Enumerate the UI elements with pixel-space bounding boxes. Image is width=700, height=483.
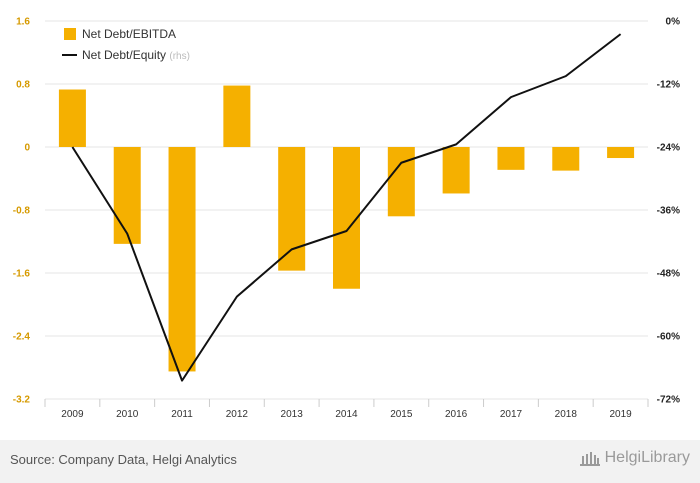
left-axis-tick-label: 0.8 xyxy=(16,80,30,91)
right-axis-tick-label: -12% xyxy=(657,80,680,91)
library-building-icon xyxy=(579,452,600,466)
bar-net-debt-ebitda xyxy=(387,147,415,217)
legend-swatch-bar xyxy=(64,28,76,40)
legend-label-line: Net Debt/Equity (rhs) xyxy=(82,48,190,62)
x-axis-tick-label: 2019 xyxy=(609,409,632,420)
brand-logo: HelgiLibrary xyxy=(579,449,690,467)
left-axis-tick-label: 1.6 xyxy=(16,17,30,28)
right-axis-tick-label: -36% xyxy=(657,206,680,217)
right-axis-tick-label: -24% xyxy=(657,143,680,154)
bar-net-debt-ebitda xyxy=(168,147,196,372)
right-axis-tick-label: -72% xyxy=(657,395,680,406)
x-axis-tick-label: 2013 xyxy=(281,409,304,420)
left-axis-tick-label: 0 xyxy=(24,143,30,154)
bar-net-debt-ebitda xyxy=(497,147,525,170)
bar-net-debt-ebitda xyxy=(278,147,306,271)
brand-name: HelgiLibrary xyxy=(604,449,690,466)
right-axis-tick-label: 0% xyxy=(666,17,681,28)
bar-net-debt-ebitda xyxy=(58,89,86,147)
footer: Source: Company Data, Helgi Analytics He… xyxy=(0,440,700,483)
right-axis-tick-label: -60% xyxy=(657,332,680,343)
left-axis-tick-label: -1.6 xyxy=(13,269,31,280)
chart: 1.6 0.8 0 -0.8 -1.6 -2.4 -3.2 0% -12% -24% -36% -48… xyxy=(13,17,681,421)
x-axis-tick-label: 2014 xyxy=(335,409,358,420)
x-axis-tick-label: 2011 xyxy=(171,409,193,420)
right-axis-tick-label: -48% xyxy=(657,269,680,280)
left-axis-tick-label: -3.2 xyxy=(13,395,31,406)
line-net-debt-equity xyxy=(71,33,622,382)
bar-net-debt-ebitda xyxy=(607,147,635,159)
bar-net-debt-ebitda xyxy=(113,147,141,244)
source-text: Source: Company Data, Helgi Analytics xyxy=(10,452,237,467)
bar-net-debt-ebitda xyxy=(223,85,251,147)
bar-net-debt-ebitda xyxy=(552,147,580,171)
bar-net-debt-ebitda xyxy=(442,147,470,194)
legend-label-line-suffix: (rhs) xyxy=(169,51,190,62)
x-axis-tick-label: 2018 xyxy=(555,409,578,420)
x-axis-tick-label: 2012 xyxy=(226,409,249,420)
x-axis-tick-label: 2017 xyxy=(500,409,523,420)
x-axis-tick-label: 2016 xyxy=(445,409,468,420)
legend-label-bar: Net Debt/EBITDA xyxy=(82,27,176,41)
left-axis-tick-label: -0.8 xyxy=(13,206,31,217)
x-axis-tick-label: 2015 xyxy=(390,409,413,420)
x-axis-tick-label: 2009 xyxy=(61,409,84,420)
bar-net-debt-ebitda xyxy=(333,147,360,289)
left-axis-tick-label: -2.4 xyxy=(13,332,31,343)
x-axis-tick-label: 2010 xyxy=(116,409,139,420)
